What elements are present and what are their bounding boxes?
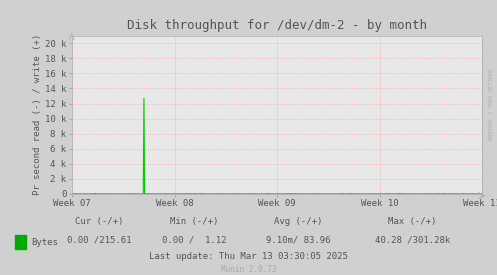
Text: RRDTOOL / TOBI OETIKER: RRDTOOL / TOBI OETIKER [489,69,494,140]
Y-axis label: Pr second read (-) / write (+): Pr second read (-) / write (+) [33,34,42,196]
Text: 0.00 /  1.12: 0.00 / 1.12 [162,236,226,244]
Text: Max (-/+): Max (-/+) [388,217,437,226]
Text: Last update: Thu Mar 13 03:30:05 2025: Last update: Thu Mar 13 03:30:05 2025 [149,252,348,261]
Text: 40.28 /301.28k: 40.28 /301.28k [375,236,450,244]
Text: Munin 2.0.73: Munin 2.0.73 [221,265,276,274]
Text: Min (-/+): Min (-/+) [169,217,218,226]
Text: 0.00 /215.61: 0.00 /215.61 [67,236,132,244]
Text: Cur (-/+): Cur (-/+) [75,217,124,226]
Text: Avg (-/+): Avg (-/+) [274,217,323,226]
Text: Bytes: Bytes [31,238,58,247]
Text: 9.10m/ 83.96: 9.10m/ 83.96 [266,236,331,244]
Title: Disk throughput for /dev/dm-2 - by month: Disk throughput for /dev/dm-2 - by month [127,19,427,32]
